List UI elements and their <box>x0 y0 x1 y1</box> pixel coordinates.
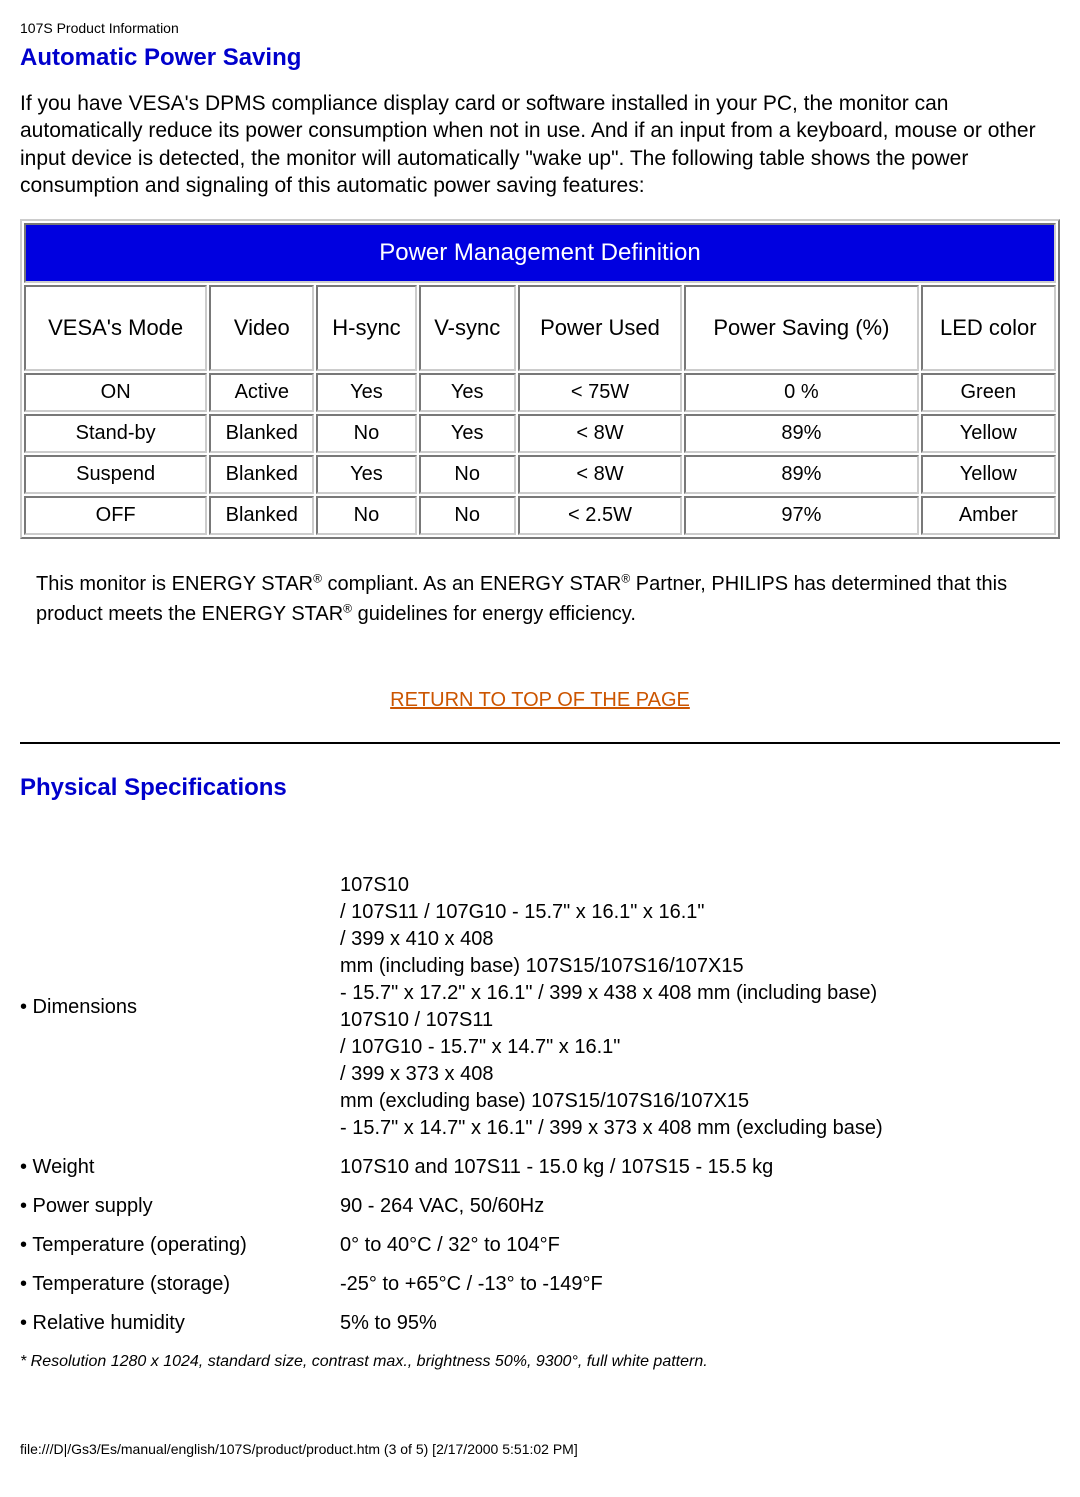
table-cell: Yes <box>419 373 516 412</box>
spec-value: -25° to +65°C / -13° to -149°F <box>340 1265 1060 1304</box>
table-cell: 89% <box>684 455 918 494</box>
table-cell: No <box>316 496 416 535</box>
breadcrumb: 107S Product Information <box>20 20 1060 36</box>
section-title-physical-specs: Physical Specifications <box>20 774 1060 802</box>
spec-label: • Power supply <box>20 1187 340 1226</box>
spec-label: • Weight <box>20 1148 340 1187</box>
table-column-header: VESA's Mode <box>24 285 207 371</box>
table-cell: 97% <box>684 496 918 535</box>
spec-value: 90 - 264 VAC, 50/60Hz <box>340 1187 1060 1226</box>
table-cell: < 8W <box>518 414 682 453</box>
table-cell: No <box>419 496 516 535</box>
spec-label: • Temperature (storage) <box>20 1265 340 1304</box>
table-cell: < 2.5W <box>518 496 682 535</box>
divider <box>20 742 1060 744</box>
table-cell: No <box>419 455 516 494</box>
table-cell: < 8W <box>518 455 682 494</box>
table-column-header: V-sync <box>419 285 516 371</box>
footnote: * Resolution 1280 x 1024, standard size,… <box>20 1353 1060 1371</box>
page-footer: file:///D|/Gs3/Es/manual/english/107S/pr… <box>20 1441 1060 1457</box>
table-column-header: LED color <box>921 285 1056 371</box>
spec-value: 107S10 and 107S11 - 15.0 kg / 107S15 - 1… <box>340 1148 1060 1187</box>
table-cell: Amber <box>921 496 1056 535</box>
table-cell: Stand-by <box>24 414 207 453</box>
spec-label: • Relative humidity <box>20 1304 340 1343</box>
table-cell: Yellow <box>921 455 1056 494</box>
table-column-header: Video <box>209 285 314 371</box>
return-to-top-link[interactable]: RETURN TO TOP OF THE PAGE <box>20 689 1060 712</box>
table-title: Power Management Definition <box>24 223 1056 283</box>
table-column-header: H-sync <box>316 285 416 371</box>
return-to-top-anchor[interactable]: RETURN TO TOP OF THE PAGE <box>390 689 690 711</box>
table-cell: ON <box>24 373 207 412</box>
spec-label: • Temperature (operating) <box>20 1226 340 1265</box>
table-cell: 89% <box>684 414 918 453</box>
table-column-header: Power Used <box>518 285 682 371</box>
table-cell: < 75W <box>518 373 682 412</box>
power-saving-intro: If you have VESA's DPMS compliance displ… <box>20 90 1060 199</box>
physical-specs-table: • Dimensions 107S10 / 107S11 / 107G10 - … <box>20 866 1060 1343</box>
spec-label: • Dimensions <box>20 866 340 1148</box>
spec-value: 107S10 / 107S11 / 107G10 - 15.7" x 16.1"… <box>340 866 1060 1148</box>
power-management-table: Power Management Definition VESA's ModeV… <box>20 219 1060 539</box>
spec-value: 5% to 95% <box>340 1304 1060 1343</box>
table-cell: Blanked <box>209 496 314 535</box>
table-cell: Yes <box>419 414 516 453</box>
section-title-power-saving: Automatic Power Saving <box>20 44 1060 72</box>
table-cell: 0 % <box>684 373 918 412</box>
table-cell: Green <box>921 373 1056 412</box>
table-column-header: Power Saving (%) <box>684 285 918 371</box>
table-cell: Blanked <box>209 455 314 494</box>
table-cell: Active <box>209 373 314 412</box>
table-cell: No <box>316 414 416 453</box>
table-cell: Yellow <box>921 414 1056 453</box>
energy-star-compliance: This monitor is ENERGY STAR® compliant. … <box>36 569 1044 629</box>
table-cell: Suspend <box>24 455 207 494</box>
table-cell: Yes <box>316 455 416 494</box>
spec-value: 0° to 40°C / 32° to 104°F <box>340 1226 1060 1265</box>
table-cell: Yes <box>316 373 416 412</box>
table-cell: OFF <box>24 496 207 535</box>
table-cell: Blanked <box>209 414 314 453</box>
